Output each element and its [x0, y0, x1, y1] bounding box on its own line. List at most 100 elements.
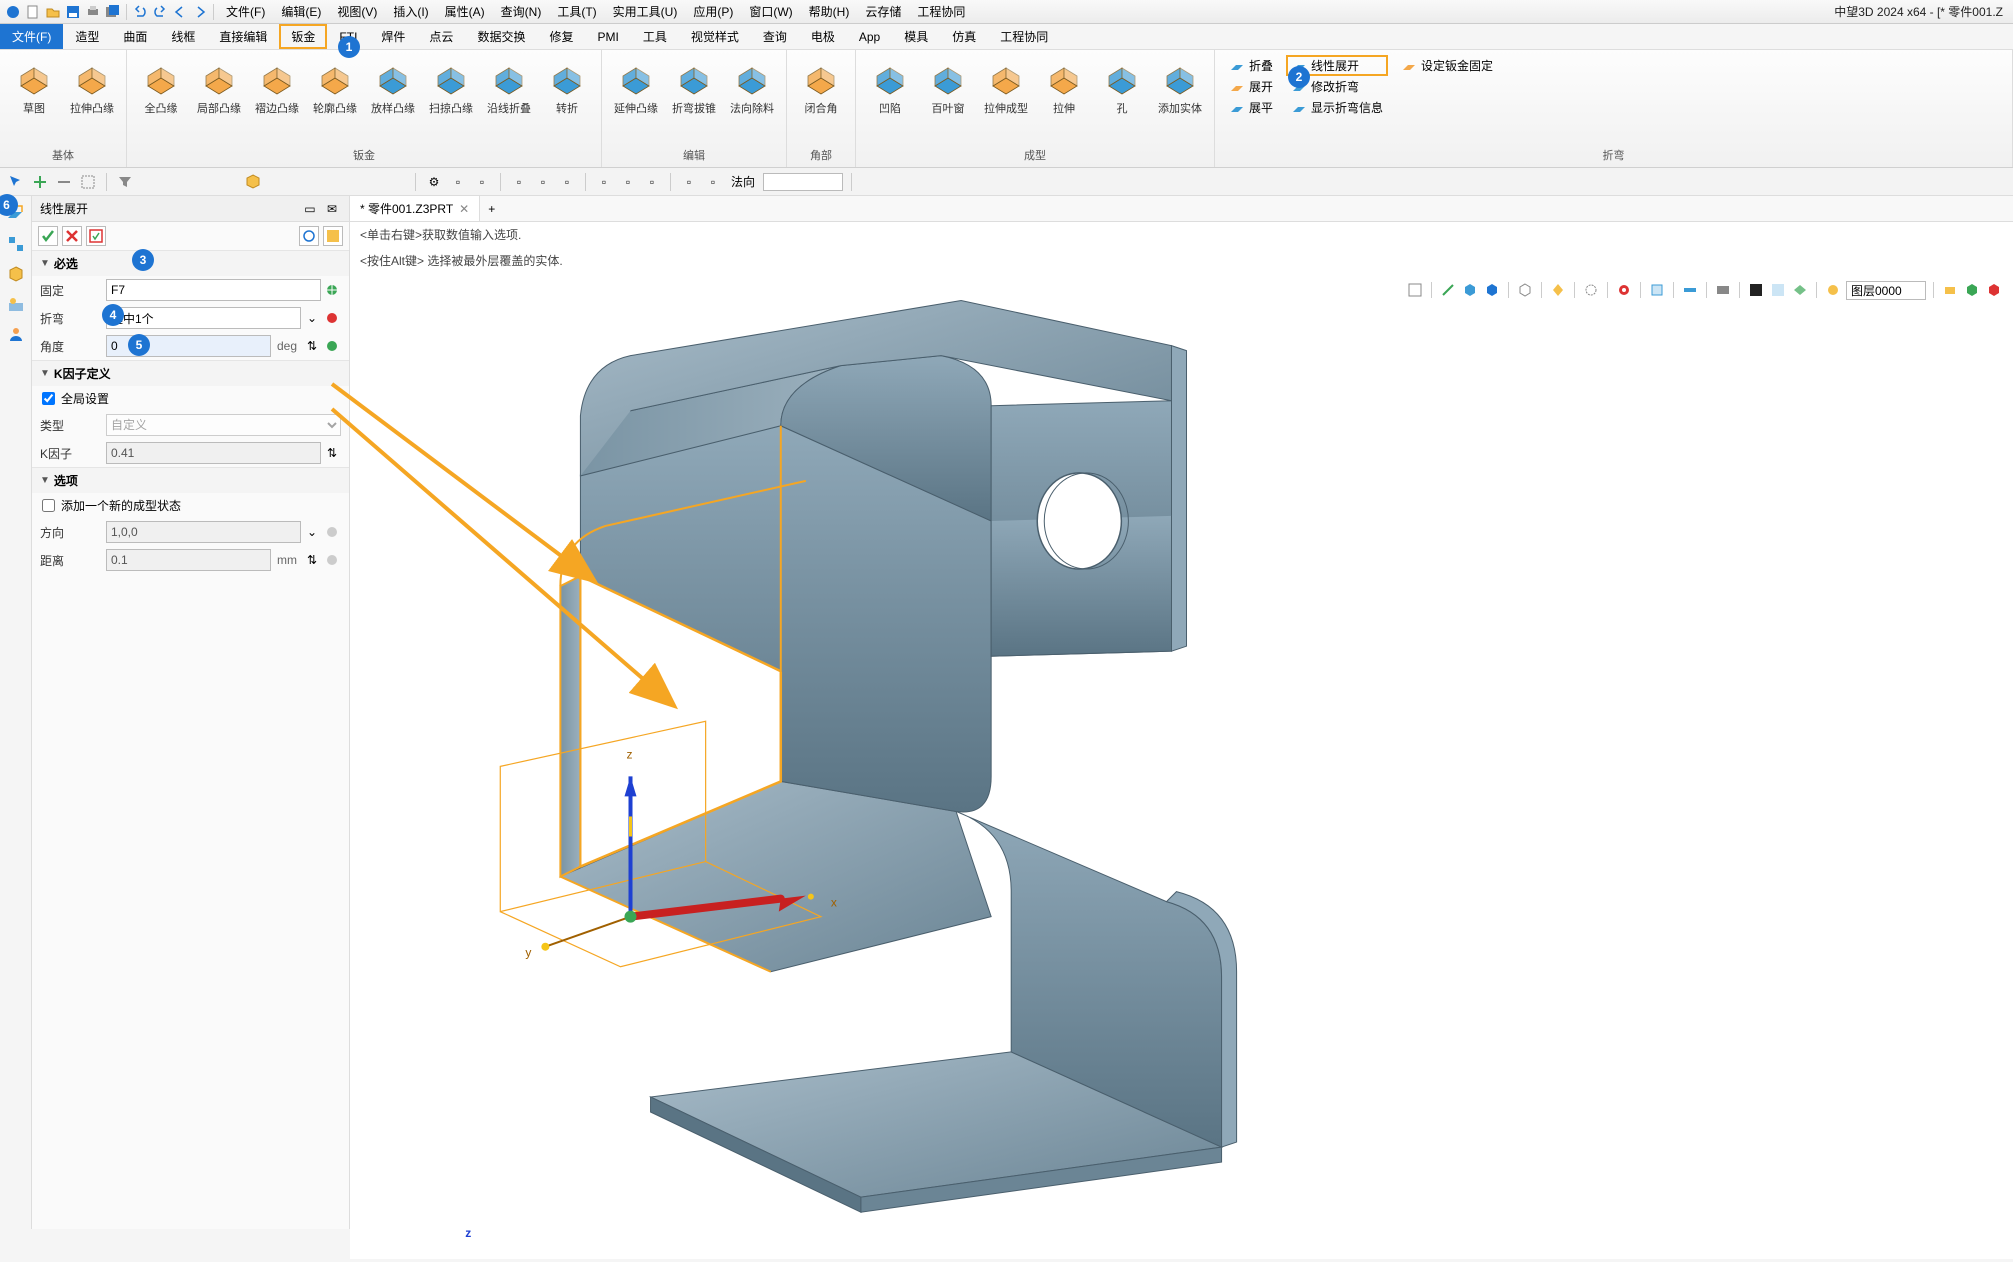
vt-icon[interactable]	[1439, 281, 1457, 299]
reset-button[interactable]	[299, 226, 319, 246]
vt-icon[interactable]	[1615, 281, 1633, 299]
menu-item[interactable]: 工程协同	[909, 3, 973, 21]
tool-icon[interactable]: ⚙	[424, 172, 444, 192]
doc-tab[interactable]: * 零件001.Z3PRT ✕	[350, 196, 480, 221]
bend-input[interactable]	[106, 307, 301, 329]
direction-field[interactable]	[763, 173, 843, 191]
print-icon[interactable]	[84, 3, 102, 21]
section-kfactor-header[interactable]: ▼K因子定义	[32, 361, 349, 386]
box-icon[interactable]	[78, 172, 98, 192]
undo-icon[interactable]	[131, 3, 149, 21]
ribbon-small-button[interactable]: 展开	[1225, 77, 1277, 96]
vt-icon[interactable]	[1985, 281, 2003, 299]
spinner-icon[interactable]: ⇅	[303, 551, 321, 569]
box-icon[interactable]	[4, 262, 28, 286]
ribbon-tab[interactable]: 修复	[537, 24, 585, 49]
menu-item[interactable]: 实用工具(U)	[605, 3, 686, 21]
tool-icon[interactable]: ▫	[448, 172, 468, 192]
ribbon-button[interactable]: 沿线折叠	[481, 54, 537, 118]
menu-item[interactable]: 视图(V)	[329, 3, 385, 21]
vt-icon[interactable]	[1714, 281, 1732, 299]
ribbon-button[interactable]: 法向除料	[724, 54, 780, 118]
canvas-3d[interactable]: 图层0000	[350, 274, 2013, 1259]
vt-icon[interactable]	[1516, 281, 1534, 299]
ribbon-small-button[interactable]: 显示折弯信息	[1287, 98, 1387, 117]
ribbon-button[interactable]: 百叶窗	[920, 54, 976, 118]
linear-unfold-tool-icon[interactable]: 6	[4, 202, 28, 226]
ribbon-button[interactable]: 延伸凸缘	[608, 54, 664, 118]
ribbon-tab[interactable]: 工具	[631, 24, 679, 49]
chevron-down-icon[interactable]: ⌄	[303, 523, 321, 541]
tool-icon[interactable]: ▫	[509, 172, 529, 192]
help-button[interactable]	[323, 226, 343, 246]
vt-icon[interactable]	[1769, 281, 1787, 299]
user-icon[interactable]	[4, 322, 28, 346]
tool-icon[interactable]: ▫	[679, 172, 699, 192]
ribbon-tab[interactable]: 直接编辑	[207, 24, 279, 49]
ribbon-tab[interactable]: PMI	[585, 24, 630, 49]
pick-icon[interactable]	[323, 551, 341, 569]
tool-icon[interactable]: ▫	[703, 172, 723, 192]
apply-button[interactable]	[86, 226, 106, 246]
menu-item[interactable]: 属性(A)	[437, 3, 493, 21]
vt-icon[interactable]	[1582, 281, 1600, 299]
back-icon[interactable]	[171, 3, 189, 21]
fixed-input[interactable]	[106, 279, 321, 301]
vt-icon[interactable]	[1406, 281, 1424, 299]
ribbon-tab[interactable]: 焊件	[369, 24, 417, 49]
ribbon-button[interactable]: 拉伸凸缘	[64, 54, 120, 118]
ribbon-tab[interactable]: 视觉样式	[679, 24, 751, 49]
vt-icon[interactable]	[1941, 281, 1959, 299]
ribbon-tab[interactable]: 模具	[892, 24, 940, 49]
ribbon-button[interactable]: 局部凸缘	[191, 54, 247, 118]
pick-icon[interactable]	[323, 337, 341, 355]
chevron-down-icon[interactable]: ⌄	[303, 309, 321, 327]
ribbon-button[interactable]: 拉伸成型	[978, 54, 1034, 118]
ribbon-button[interactable]: 闭合角	[793, 54, 849, 118]
add-state-checkbox[interactable]	[42, 499, 55, 512]
panel-min-icon[interactable]: ▭	[300, 202, 319, 216]
menu-item[interactable]: 插入(I)	[385, 3, 436, 21]
menu-item[interactable]: 文件(F)	[218, 3, 273, 21]
ribbon-button[interactable]: 转折	[539, 54, 595, 118]
menu-item[interactable]: 工具(T)	[549, 3, 604, 21]
menu-item[interactable]: 应用(P)	[685, 3, 741, 21]
ribbon-button[interactable]: 凹陷	[862, 54, 918, 118]
cancel-button[interactable]	[62, 226, 82, 246]
ribbon-tab[interactable]: 查询	[751, 24, 799, 49]
plus-icon[interactable]	[30, 172, 50, 192]
fwd-icon[interactable]	[191, 3, 209, 21]
panel-close-icon[interactable]: ✉	[323, 202, 341, 216]
save-icon[interactable]	[64, 3, 82, 21]
ribbon-button[interactable]: 拉伸	[1036, 54, 1092, 118]
ok-button[interactable]	[38, 226, 58, 246]
ribbon-tab[interactable]: 电极	[799, 24, 847, 49]
vt-icon[interactable]	[1747, 281, 1765, 299]
vt-icon[interactable]	[1461, 281, 1479, 299]
vt-icon[interactable]	[1824, 281, 1842, 299]
tool-icon[interactable]: ▫	[642, 172, 662, 192]
tool-icon[interactable]: ▫	[557, 172, 577, 192]
ribbon-tab[interactable]: 曲面	[111, 24, 159, 49]
cube-icon[interactable]	[243, 172, 263, 192]
menu-item[interactable]: 窗口(W)	[741, 3, 800, 21]
close-tab-icon[interactable]: ✕	[459, 202, 469, 216]
ribbon-tab[interactable]: 钣金	[279, 24, 327, 49]
ribbon-small-button[interactable]: 展平	[1225, 98, 1277, 117]
vt-icon[interactable]	[1549, 281, 1567, 299]
vt-icon[interactable]	[1483, 281, 1501, 299]
ribbon-button[interactable]: 扫掠凸缘	[423, 54, 479, 118]
global-checkbox[interactable]	[42, 392, 55, 405]
menu-item[interactable]: 查询(N)	[493, 3, 550, 21]
open-icon[interactable]	[44, 3, 62, 21]
ribbon-tab[interactable]: 线框	[159, 24, 207, 49]
section-options-header[interactable]: ▼选项	[32, 468, 349, 493]
tool-icon[interactable]: ▫	[594, 172, 614, 192]
ribbon-tab[interactable]: 数据交换	[465, 24, 537, 49]
ribbon-tab[interactable]: 文件(F)	[0, 24, 63, 49]
menu-item[interactable]: 云存储	[857, 3, 909, 21]
ribbon-small-button[interactable]: 折叠	[1225, 56, 1277, 75]
menu-item[interactable]: 帮助(H)	[801, 3, 858, 21]
ribbon-button[interactable]: 折弯拔锥	[666, 54, 722, 118]
ribbon-button[interactable]: 轮廓凸缘	[307, 54, 363, 118]
